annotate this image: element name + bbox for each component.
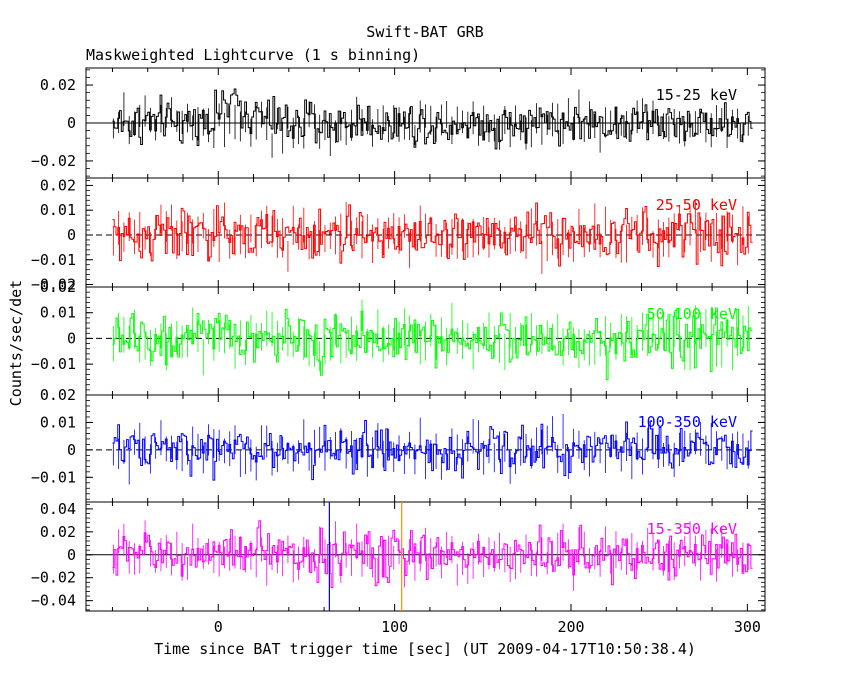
panel-50-100-kev: −0.01 0 0.01 0.02 50-100 keV — [31, 278, 766, 396]
panels: −0.02 0 0.02 15-25 keV −0.02 −0.01 0 0.01 0.02 25… — [31, 67, 766, 612]
lightcurve-series — [112, 202, 753, 267]
x-tick-label: 100 — [381, 618, 408, 636]
y-tick-label: 0.02 — [40, 278, 76, 296]
y-tick-label: 0 — [67, 329, 76, 347]
y-tick-label: 0.04 — [40, 500, 76, 518]
y-tick-label: 0.02 — [40, 523, 76, 541]
panel-frame — [85, 501, 766, 612]
x-tick-label: 0 — [214, 618, 223, 636]
y-tick-label: −0.04 — [31, 592, 76, 610]
error-bars — [112, 413, 749, 485]
y-tick-label: 0 — [67, 546, 76, 564]
y-tick-label: 0.01 — [40, 304, 76, 322]
x-axis-label: Time since BAT trigger time [sec] (UT 20… — [154, 640, 696, 658]
y-tick-label: 0 — [67, 441, 76, 459]
y-tick-label: −0.01 — [31, 468, 76, 486]
band-label: 15-350 keV — [647, 520, 737, 538]
panel-15-25-kev: −0.02 0 0.02 15-25 keV — [31, 67, 766, 179]
panel-100-350-kev: −0.01 0 0.01 0.02 100-350 keV — [31, 386, 766, 503]
y-tick-label: 0.02 — [40, 76, 76, 94]
lightcurve-series — [112, 307, 753, 381]
panel-15-350-kev: −0.04 −0.02 0 0.02 0.04 15-350 keV — [31, 500, 766, 612]
y-tick-label: −0.02 — [31, 276, 76, 294]
band-label: 100-350 keV — [638, 413, 737, 431]
chart-title: Swift-BAT GRB — [366, 23, 483, 41]
lightcurve-series — [112, 520, 753, 588]
lightcurve-series — [112, 88, 753, 150]
y-axis-label: Counts/sec/det — [7, 280, 25, 406]
x-tick-label: 200 — [557, 618, 584, 636]
error-bars — [112, 299, 749, 376]
y-tick-label: −0.01 — [31, 355, 76, 373]
x-tick-labels: 0 100 200 300 — [214, 618, 761, 636]
y-tick-label: 0 — [67, 226, 76, 244]
error-bars — [112, 199, 749, 274]
band-label: 25-50 keV — [656, 196, 737, 214]
error-bars — [112, 520, 749, 591]
y-tick-label: −0.02 — [31, 152, 76, 170]
y-tick-label: 0.01 — [40, 413, 76, 431]
y-tick-label: 0.01 — [40, 201, 76, 219]
lightcurve-series — [112, 420, 753, 481]
x-tick-label: 300 — [734, 618, 761, 636]
y-tick-label: −0.01 — [31, 251, 76, 269]
band-label: 50-100 keV — [647, 305, 737, 323]
band-label: 15-25 keV — [656, 86, 737, 104]
error-bars — [112, 89, 749, 158]
panel-25-50-kev: −0.02 −0.01 0 0.01 0.02 25-50 keV — [31, 176, 766, 294]
y-tick-label: 0 — [67, 114, 76, 132]
y-tick-label: −0.02 — [31, 569, 76, 587]
y-tick-label: 0.02 — [40, 176, 76, 194]
chart-subtitle: Maskweighted Lightcurve (1 s binning) — [86, 46, 420, 64]
y-tick-label: 0.02 — [40, 386, 76, 404]
